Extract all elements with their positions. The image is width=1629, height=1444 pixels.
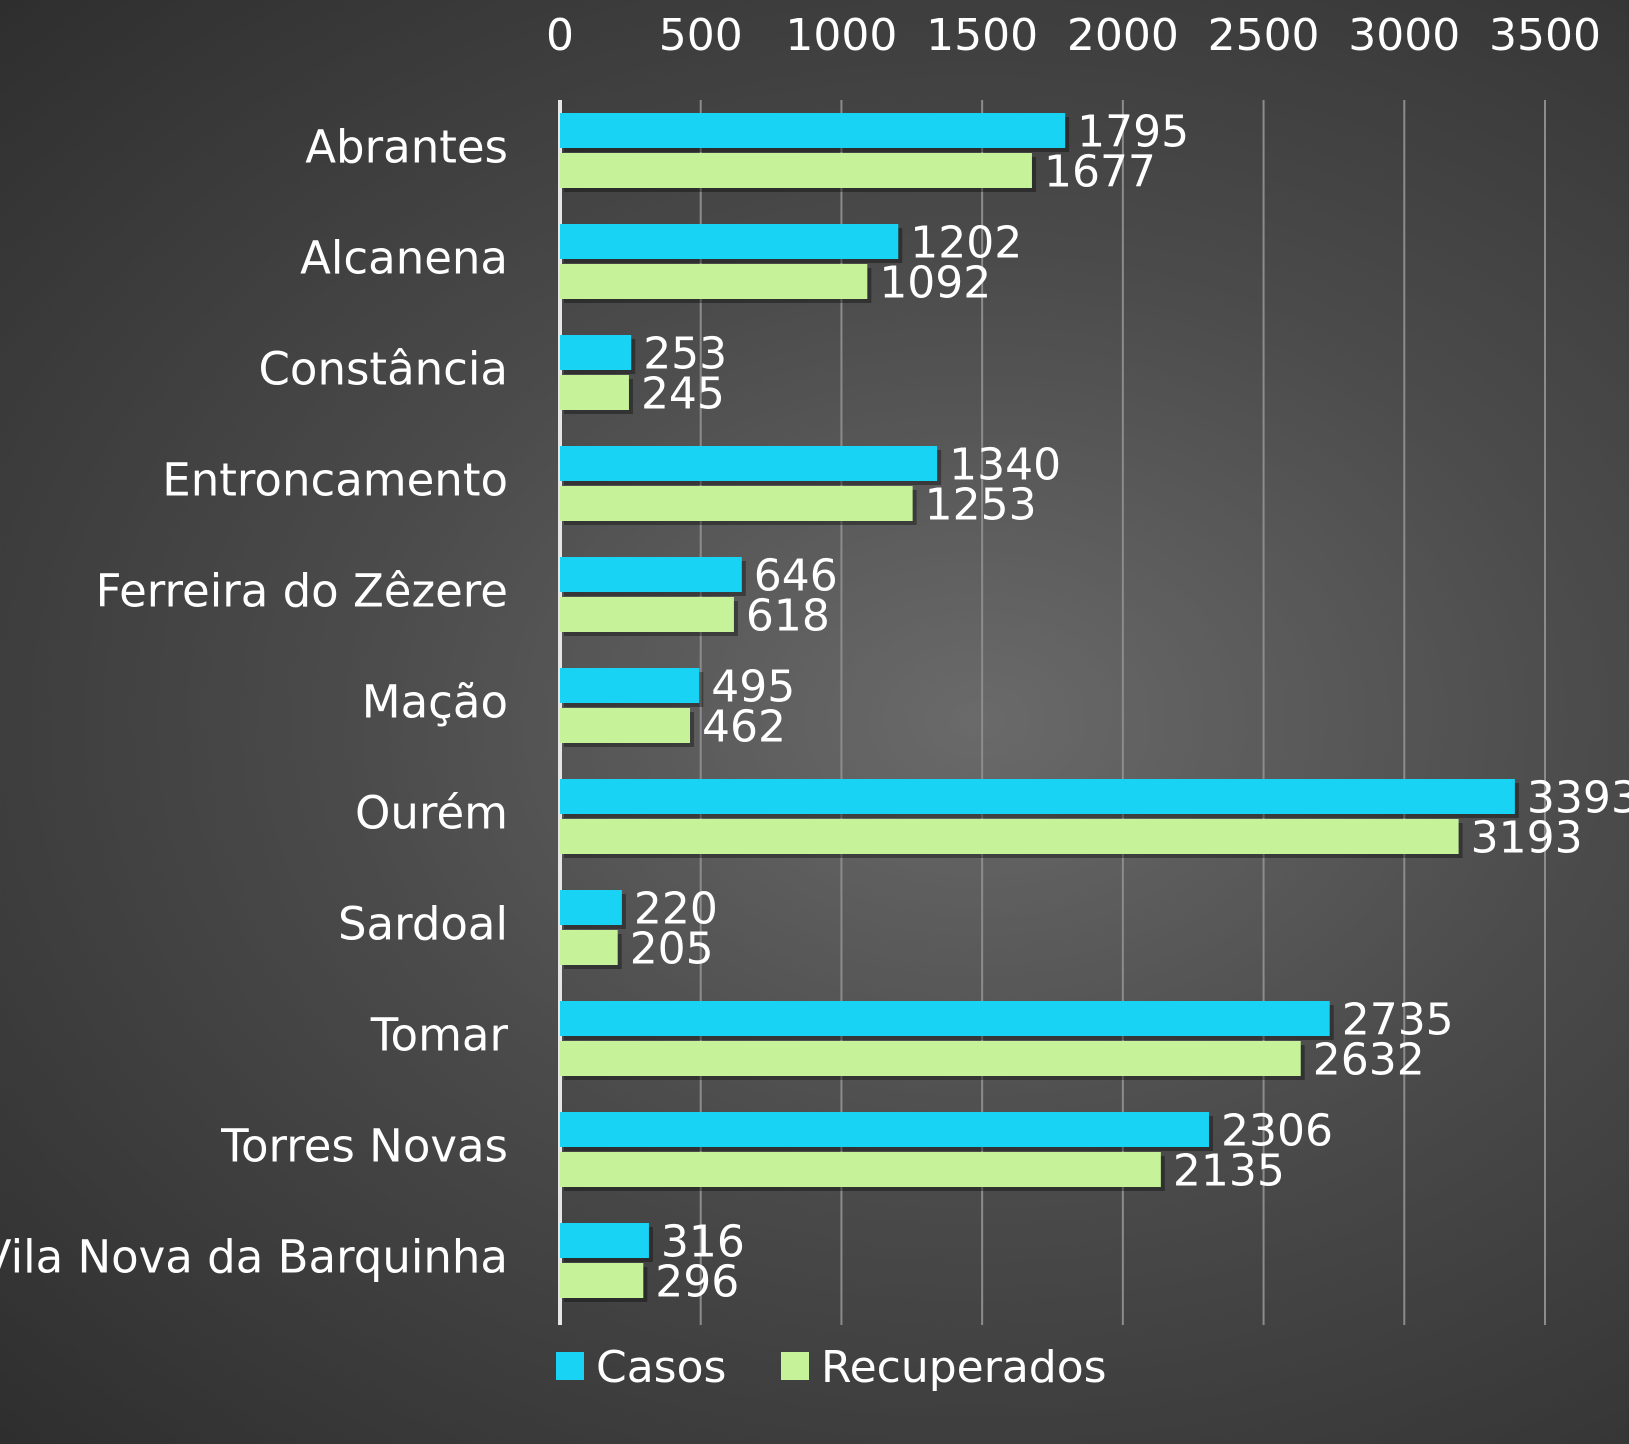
category-label: Abrantes	[305, 121, 508, 174]
bar-recuperados	[560, 708, 691, 743]
category-label: Sardoal	[338, 898, 508, 951]
data-label: 3393	[1527, 773, 1629, 824]
legend-swatch-casos	[556, 1352, 584, 1380]
bar-casos	[560, 890, 622, 925]
data-label: 220	[634, 884, 718, 935]
bar-casos	[560, 335, 632, 370]
bar-casos	[560, 446, 938, 481]
bar-recuperados	[560, 153, 1032, 188]
bar-casos	[560, 224, 899, 259]
data-label: 495	[711, 662, 795, 713]
category-label: Ourém	[355, 787, 508, 840]
category-label: Torres Novas	[220, 1120, 508, 1173]
data-label: 316	[661, 1217, 745, 1268]
legend: Casos Recuperados	[556, 1342, 1107, 1393]
legend-label: Casos	[596, 1342, 726, 1393]
data-label: 2135	[1173, 1146, 1285, 1197]
data-label: 1677	[1044, 147, 1156, 198]
bar-casos	[560, 779, 1515, 814]
bar-recuperados	[560, 375, 629, 410]
bar-recuperados	[560, 486, 913, 521]
category-label: Tomar	[370, 1009, 509, 1062]
x-tick-label: 2000	[1067, 10, 1179, 61]
data-label: 1340	[949, 440, 1061, 491]
bar-recuperados	[560, 1263, 644, 1298]
bar-casos	[560, 1001, 1330, 1036]
bar-recuperados	[560, 597, 734, 632]
x-tick-label: 3500	[1489, 10, 1601, 61]
bar-casos	[560, 113, 1066, 148]
x-tick-label: 0	[546, 10, 574, 61]
data-label: 1202	[910, 218, 1022, 269]
data-label: 646	[754, 551, 838, 602]
bar-recuperados	[560, 1152, 1161, 1187]
data-label: 1253	[925, 480, 1037, 531]
data-label: 205	[630, 924, 714, 975]
category-label: Constância	[259, 343, 508, 396]
bar-recuperados	[560, 819, 1459, 854]
x-axis-ticks: 0 500 1000 1500 2000 2500 3000 3500	[546, 10, 1601, 61]
data-label: 2632	[1313, 1035, 1425, 1086]
x-tick-label: 2500	[1208, 10, 1320, 61]
category-label: Vila Nova da Barquinha	[0, 1231, 508, 1284]
bars	[560, 113, 1519, 1302]
data-label: 2306	[1221, 1106, 1333, 1157]
data-label: 296	[655, 1257, 739, 1308]
data-label: 245	[641, 369, 725, 420]
category-label: Alcanena	[300, 232, 508, 285]
legend-swatch-recuperados	[781, 1352, 809, 1380]
legend-label: Recuperados	[821, 1342, 1107, 1393]
bar-casos	[560, 1112, 1209, 1147]
category-label: Entroncamento	[162, 454, 508, 507]
x-tick-label: 500	[659, 10, 743, 61]
bar-recuperados	[560, 264, 868, 299]
data-label: 2735	[1342, 995, 1454, 1046]
data-label: 1795	[1077, 107, 1189, 158]
data-label: 1092	[879, 258, 991, 309]
category-labels: Abrantes Alcanena Constância Entroncamento F…	[0, 121, 508, 1284]
data-label: 253	[643, 329, 727, 380]
bar-recuperados	[560, 930, 618, 965]
x-tick-label: 1500	[926, 10, 1038, 61]
category-label: Mação	[362, 676, 508, 729]
bar-casos	[560, 557, 742, 592]
bar-casos	[560, 1223, 649, 1258]
x-tick-label: 3000	[1348, 10, 1460, 61]
category-label: Ferreira do Zêzere	[96, 565, 508, 618]
x-tick-label: 1000	[785, 10, 897, 61]
data-label: 462	[702, 702, 786, 753]
bar-recuperados	[560, 1041, 1301, 1076]
data-label: 618	[746, 591, 830, 642]
data-label: 3193	[1471, 813, 1583, 864]
bar-casos	[560, 668, 700, 703]
